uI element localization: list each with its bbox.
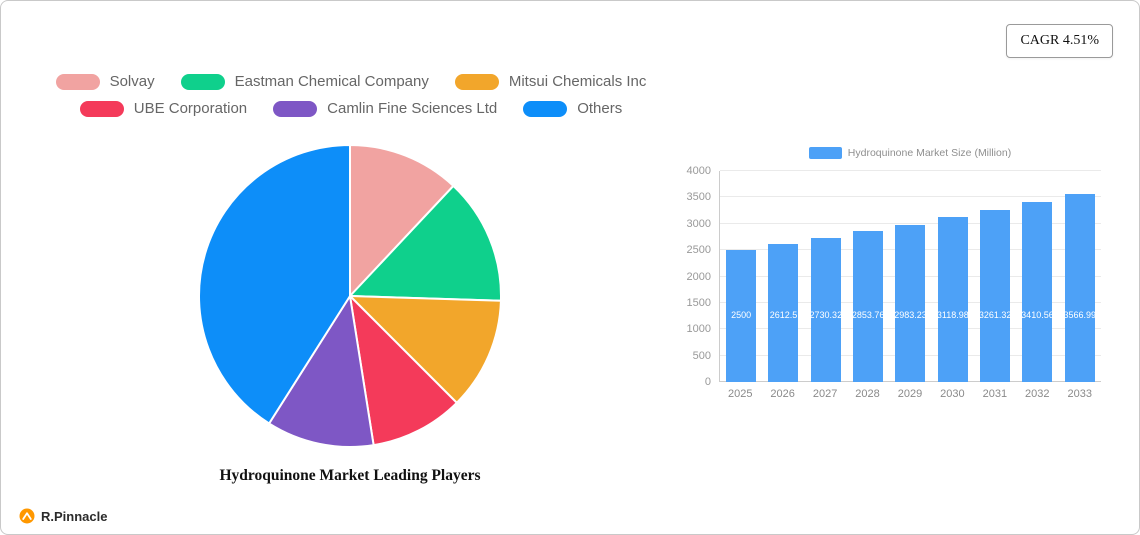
y-axis-label: 3500 — [686, 191, 711, 204]
bar-value-label: 3566.99 — [1063, 310, 1097, 320]
bar-2028[interactable]: 2853.76 — [851, 231, 885, 382]
gridline — [720, 196, 1101, 198]
pie-slice-mitsui-chemicals-inc[interactable] — [347, 294, 502, 405]
legend-item-ube-corporation[interactable]: UBE Corporation — [79, 100, 248, 117]
bar-2025[interactable]: 2500 — [726, 250, 757, 382]
pie-chart — [198, 143, 502, 448]
bar-slot: 3410.56 — [1016, 171, 1058, 382]
x-axis: 2025 2026 2027 2028 2029 2030 2031 2032 2033 — [719, 388, 1101, 400]
y-axis-label: 2500 — [686, 244, 711, 257]
bar-slot: 2853.76 — [847, 171, 889, 382]
bar-value-label: 2983.23 — [894, 310, 927, 320]
pie-legend: Solvay Eastman Chemical Company Mitsui Che… — [1, 73, 701, 117]
bar-2027[interactable]: 2730.32 — [809, 237, 843, 382]
x-axis-label: 2027 — [812, 388, 838, 400]
bar-plot-area: 2500 2612.5 2730.32 2853.76 2983.23 3118.98 32… — [719, 170, 1101, 382]
bar-2026[interactable]: 2612.5 — [768, 244, 799, 382]
rpinnacle-logo-text: R.Pinnacle — [41, 508, 108, 524]
legend-swatch — [273, 100, 318, 117]
y-axis-label: 1000 — [686, 323, 711, 336]
legend-swatch — [454, 73, 499, 90]
x-axis-label: 2025 — [727, 388, 753, 400]
x-axis-label: 2032 — [1025, 388, 1050, 400]
bar-value-label: 3261.32 — [978, 310, 1012, 320]
bar-value-label: 2853.76 — [851, 310, 885, 320]
pie-chart-title: Hydroquinone Market Leading Players — [219, 467, 481, 484]
legend-item-mitsui-chemicals-inc[interactable]: Mitsui Chemicals Inc — [454, 73, 647, 90]
bar-value-label: 2730.32 — [809, 310, 843, 320]
bar-slot: 2500 — [720, 171, 762, 382]
bar-value-label: 3118.98 — [936, 310, 969, 320]
legend-item-eastman-chemical-company[interactable]: Eastman Chemical Company — [180, 73, 429, 90]
rpinnacle-logo: R.Pinnacle — [19, 508, 107, 524]
legend-swatch — [79, 100, 124, 117]
bar-legend-label: Hydroquinone Market Size (Million) — [847, 147, 1012, 159]
pie-slice-others[interactable] — [198, 143, 351, 425]
bar-slot: 2983.23 — [889, 171, 931, 382]
pie-slice-camlin-fine-sciences-ltd[interactable] — [267, 293, 375, 448]
bar-chart: Hydroquinone Market Size (Million) 0 500 1… — [673, 141, 1121, 413]
pie-slice-ube-corporation[interactable] — [348, 293, 459, 447]
legend-item-others[interactable]: Others — [523, 100, 622, 117]
y-axis: 0 500 1000 1500 2000 2500 3000 3500 4000 — [673, 165, 711, 388]
bar-value-label: 2612.5 — [769, 310, 798, 320]
pie-slice-solvay[interactable] — [349, 143, 455, 299]
bar-value-label: 2500 — [731, 310, 752, 320]
legend-swatch — [180, 73, 225, 90]
bar-chart-legend-item[interactable]: Hydroquinone Market Size (Million) — [719, 147, 1101, 159]
bar-legend-swatch — [808, 147, 842, 159]
legend-item-camlin-fine-sciences-ltd[interactable]: Camlin Fine Sciences Ltd — [273, 100, 497, 117]
bar-slot: 3118.98 — [932, 171, 974, 382]
bar-slot: 2730.32 — [805, 171, 847, 382]
legend-label: Others — [577, 100, 623, 117]
legend-label: Camlin Fine Sciences Ltd — [327, 100, 498, 117]
legend-swatch — [523, 100, 568, 117]
x-axis-label: 2026 — [770, 388, 795, 400]
y-axis-label: 0 — [704, 376, 711, 388]
bar-slot: 2612.5 — [762, 171, 804, 382]
bar-2032[interactable]: 3410.56 — [1021, 202, 1054, 382]
bar-2030[interactable]: 3118.98 — [936, 217, 969, 382]
legend-label: Eastman Chemical Company — [234, 73, 429, 90]
legend-label: Mitsui Chemicals Inc — [508, 73, 647, 90]
pie-slice-eastman-chemical-company[interactable] — [347, 184, 502, 302]
bar-value-label: 3410.56 — [1021, 310, 1054, 320]
y-axis-label: 4000 — [686, 165, 711, 177]
y-axis-label: 3000 — [686, 217, 711, 230]
legend-item-solvay[interactable]: Solvay — [55, 73, 155, 90]
x-axis-label: 2029 — [897, 388, 923, 400]
cagr-badge: CAGR 4.51% — [1006, 24, 1113, 58]
bars-container: 2500 2612.5 2730.32 2853.76 2983.23 3118.98 32… — [720, 171, 1101, 382]
x-axis-label: 2033 — [1067, 388, 1092, 400]
x-axis-label: 2028 — [855, 388, 880, 400]
bar-slot: 3566.99 — [1059, 171, 1101, 382]
legend-swatch — [55, 73, 100, 90]
bar-2031[interactable]: 3261.32 — [978, 209, 1012, 382]
gridline — [720, 170, 1101, 171]
bar-slot: 3261.32 — [974, 171, 1016, 382]
x-axis-label: 2030 — [940, 388, 965, 400]
bar-2033[interactable]: 3566.99 — [1063, 193, 1097, 382]
y-axis-label: 1500 — [686, 296, 711, 309]
x-axis-label: 2031 — [982, 388, 1008, 400]
y-axis-label: 500 — [692, 349, 711, 362]
legend-label: Solvay — [109, 73, 155, 90]
legend-label: UBE Corporation — [133, 100, 248, 117]
gridline — [720, 222, 1101, 224]
y-axis-label: 2000 — [686, 270, 711, 283]
bar-2029[interactable]: 2983.23 — [894, 224, 927, 382]
rpinnacle-logo-icon — [19, 508, 35, 524]
